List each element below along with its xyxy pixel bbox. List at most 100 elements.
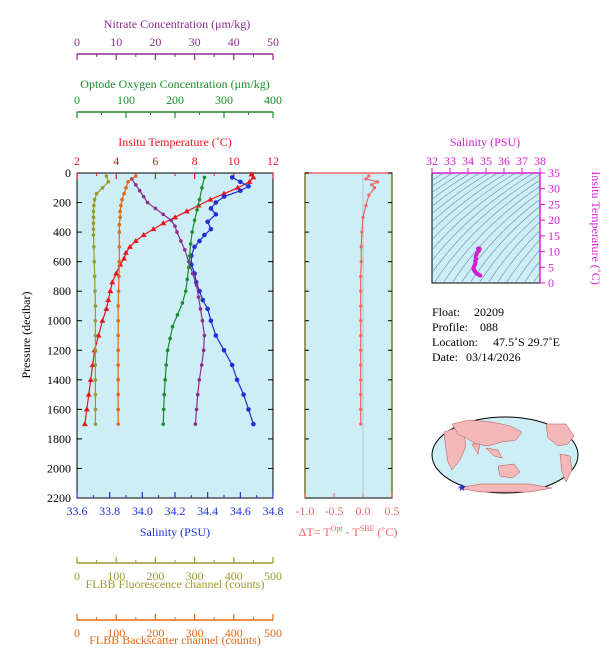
backscatter-point xyxy=(126,180,130,184)
nitrate-point xyxy=(175,230,179,234)
temperature-tick-label: 6 xyxy=(152,154,158,168)
fluorescence-point xyxy=(91,227,96,231)
oxygen-tick-label: 100 xyxy=(117,93,135,107)
density-contour xyxy=(433,174,533,260)
ts-temperature-tick-label: 30 xyxy=(548,182,560,196)
density-contour xyxy=(506,240,539,282)
continent-india xyxy=(471,443,481,455)
oxygen-point xyxy=(188,242,193,246)
nitrate-tick-label: 30 xyxy=(189,35,201,49)
nitrate-tick-label: 40 xyxy=(228,35,240,49)
pressure-tick-label: 0 xyxy=(65,166,71,180)
pressure-tick-label: 600 xyxy=(53,255,71,269)
temperature-point xyxy=(246,178,253,184)
salinity-point xyxy=(213,200,219,205)
salinity-tick-label: 34.0 xyxy=(132,504,153,518)
backscatter-point xyxy=(116,348,120,353)
nitrate-tick-label: 0 xyxy=(74,35,80,49)
ts-salinity-tick-label: 35 xyxy=(480,154,492,168)
ts-salinity-tick-label: 34 xyxy=(462,154,474,168)
temperature-point xyxy=(109,279,116,285)
delta-t-point xyxy=(370,183,374,187)
nitrate-point xyxy=(194,283,199,288)
delta-t-point xyxy=(359,274,363,279)
delta-t-point xyxy=(359,392,363,397)
ts-temperature-tick-label: 25 xyxy=(548,197,560,211)
salinity-point xyxy=(246,407,251,412)
salinity-tick-label: 33.6 xyxy=(67,504,88,518)
fluorescence-tick-label: 0 xyxy=(74,569,80,583)
backscatter-tick-label: 0 xyxy=(74,626,80,640)
salinity-tick-label: 34.4 xyxy=(197,504,218,518)
density-contour xyxy=(433,174,515,240)
oxygen-point xyxy=(190,230,194,234)
salinity-point xyxy=(234,377,240,383)
profile-plot-area xyxy=(76,172,274,499)
backscatter-point xyxy=(124,185,128,190)
fluorescence-point xyxy=(104,174,109,178)
delta-t-point xyxy=(359,304,363,308)
salinity-point xyxy=(213,212,219,217)
profile-label: Profile: xyxy=(432,320,468,334)
ts-salinity-axis-title: Salinity (PSU) xyxy=(450,135,520,149)
delta-t-point xyxy=(359,378,363,382)
delta-t-point xyxy=(364,177,368,181)
fluorescence-point xyxy=(100,185,105,190)
salinity-profile-line xyxy=(190,176,254,425)
salinity-point xyxy=(213,333,219,338)
fluorescence-point xyxy=(94,191,99,196)
temperature-tick-label: 4 xyxy=(113,154,119,168)
delta-t-point xyxy=(373,186,377,190)
fluorescence-point xyxy=(93,392,98,397)
location-value: 47.5˚S 29.7˚E xyxy=(493,335,560,349)
delta-t-point xyxy=(359,333,363,338)
temperature-point xyxy=(107,288,114,294)
ts-plot-area xyxy=(431,172,541,284)
nitrate-point xyxy=(134,183,138,187)
pressure-tick-label: 800 xyxy=(53,284,71,298)
backscatter-point xyxy=(119,203,123,208)
oxygen-axis-title: Optode Oxygen Concentration (μm/kg) xyxy=(80,77,269,91)
ts-salinity-tick-label: 36 xyxy=(498,154,510,168)
ts-salinity-tick-label: 32 xyxy=(426,154,438,168)
continent-north-america xyxy=(545,423,575,447)
backscatter-tick-label: 200 xyxy=(146,626,164,640)
salinity-point xyxy=(197,238,202,244)
salinity-tick-label: 34.2 xyxy=(165,504,186,518)
oxygen-tick-label: 0 xyxy=(74,93,80,107)
nitrate-point xyxy=(197,378,202,382)
temperature-point xyxy=(117,261,124,267)
ts-salinity-tick-label: 33 xyxy=(444,154,456,168)
oxygen-point xyxy=(162,392,167,397)
nitrate-point xyxy=(201,348,206,353)
backscatter-point xyxy=(116,363,120,367)
salinity-point xyxy=(238,188,243,194)
backscatter-point xyxy=(116,318,120,323)
pressure-axis: 0 200 400 600 800 1000 1200 1400 1600 1800 2000 220… xyxy=(47,166,273,505)
temperature-point xyxy=(85,391,92,397)
float-label: Float: xyxy=(432,305,460,319)
delta-t-point xyxy=(359,363,363,367)
density-contour xyxy=(488,222,539,282)
backscatter-point xyxy=(120,197,124,202)
oxygen-point xyxy=(164,363,168,367)
temperature-point xyxy=(221,190,227,196)
fluorescence-point xyxy=(91,215,96,220)
backscatter-point xyxy=(116,407,120,412)
salinity-tick-label: 34.6 xyxy=(230,504,251,518)
pressure-tick-label: 1800 xyxy=(47,432,71,446)
float-value: 20209 xyxy=(474,305,504,319)
density-contour xyxy=(433,174,497,222)
ts-density-contours xyxy=(433,174,539,282)
nitrate-point xyxy=(198,307,203,311)
fluorescence-tick-label: 300 xyxy=(186,569,204,583)
delta-t-point xyxy=(359,422,363,426)
delta-t-point xyxy=(359,260,363,264)
temperature-point xyxy=(172,214,178,220)
fluorescence-point xyxy=(91,221,96,226)
oxygen-point xyxy=(163,378,167,382)
delta-t-point xyxy=(367,193,371,197)
backscatter-point xyxy=(116,378,120,382)
fluorescence-tick-label: 200 xyxy=(146,569,164,583)
temperature-point xyxy=(183,208,190,214)
